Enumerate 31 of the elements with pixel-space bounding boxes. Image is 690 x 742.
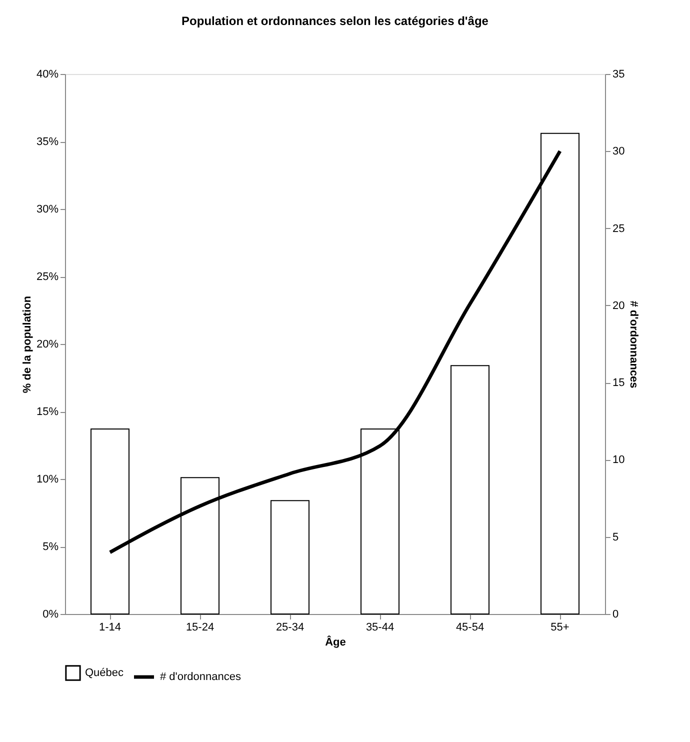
- y-tick-label: 20%: [36, 338, 59, 350]
- y-tick-label: 5%: [42, 541, 59, 553]
- y2-axis-title: # d'ordonnances: [628, 300, 640, 388]
- x-tick-label: 1-14: [98, 622, 122, 634]
- x-tick-label: 15-24: [186, 622, 214, 634]
- y2-tick-label: 10: [612, 454, 625, 466]
- y2-tick-label: 25: [612, 222, 625, 235]
- y2-tick-label: 5: [612, 531, 619, 544]
- y-tick-label: 30%: [36, 204, 59, 216]
- y-tick-label: 35%: [36, 136, 59, 148]
- y-axis-title: % de la population: [21, 296, 34, 394]
- y2-tick-label: 30: [612, 146, 625, 158]
- y2-tick-label: 0: [612, 608, 619, 620]
- y-tick-label: 25%: [36, 271, 59, 283]
- y-tick-label: 10%: [36, 474, 59, 486]
- x-tick-label: 45-54: [456, 622, 484, 634]
- y-tick-label: 0%: [42, 608, 59, 620]
- legend-label: # d'ordonnances: [160, 671, 242, 683]
- chart-title: Population et ordonnances selon les catégories d'âge: [182, 14, 489, 28]
- legend-label: Québec: [85, 667, 124, 679]
- bar: [450, 365, 490, 614]
- y-tick-label: 40%: [36, 68, 59, 80]
- y2-tick-label: 35: [612, 68, 625, 80]
- x-tick-label: 55+: [550, 622, 570, 634]
- x-tick-label: 35-44: [366, 622, 394, 634]
- y2-tick-label: 15: [612, 377, 625, 390]
- x-axis-title: Âge: [325, 636, 346, 648]
- y2-tick-label: 20: [612, 300, 625, 312]
- y-tick-label: 15%: [36, 406, 59, 418]
- bar: [270, 500, 310, 614]
- x-tick-label: 25-34: [276, 622, 304, 634]
